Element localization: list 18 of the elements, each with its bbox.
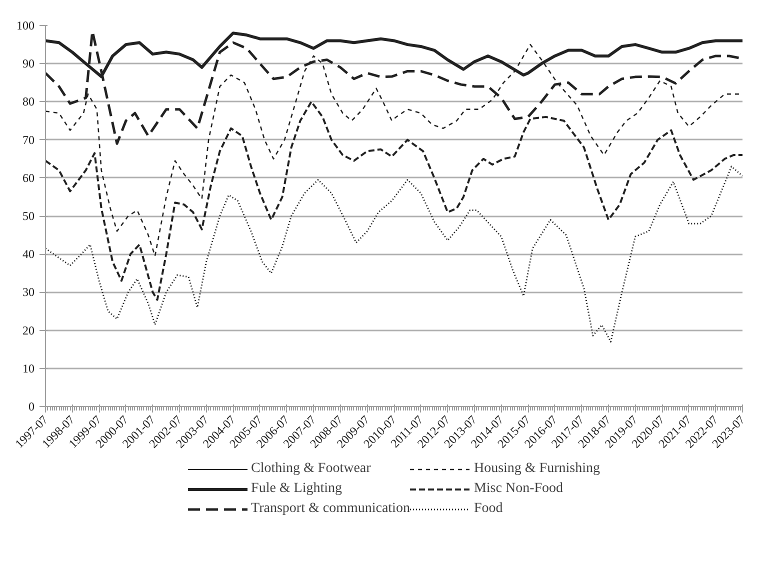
y-tick-label: 90	[22, 56, 34, 71]
legend-label: Housing & Furnishing	[474, 460, 600, 478]
y-tick-label: 0	[28, 400, 34, 414]
y-tick-label: 60	[22, 170, 34, 185]
legend-label: Transport & communication	[251, 500, 410, 518]
y-tick-label: 70	[22, 132, 34, 147]
y-tick-label: 100	[16, 18, 34, 32]
legend-label: Clothing & Footwear	[251, 460, 371, 478]
y-tick-label: 80	[22, 94, 34, 109]
y-tick-label: 50	[22, 209, 34, 223]
y-tick-label: 10	[22, 361, 34, 376]
legend-label: Fule & Lighting	[251, 480, 342, 498]
line-series	[46, 166, 742, 342]
y-tick-label: 40	[22, 247, 34, 262]
legend-label: Food	[474, 500, 503, 518]
y-tick-label: 20	[22, 323, 34, 338]
y-tick-label: 30	[22, 285, 34, 300]
legend-label: Misc Non-Food	[474, 480, 564, 498]
